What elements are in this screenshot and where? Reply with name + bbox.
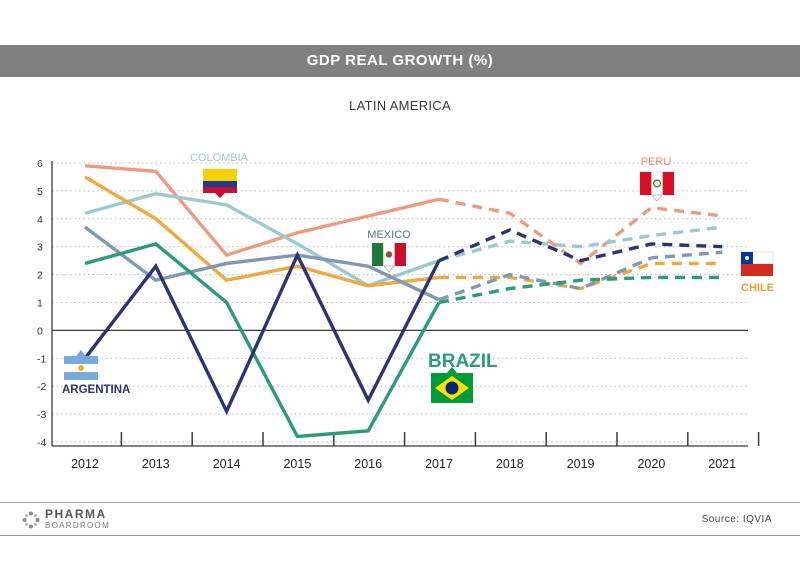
flag-star — [745, 256, 749, 260]
flag-pointer — [651, 194, 663, 202]
mexico-label: MEXICO — [367, 229, 411, 241]
x-tick-label: 2014 — [213, 457, 241, 471]
peru-label: PERU — [641, 156, 672, 168]
flag-pointer — [383, 265, 395, 273]
x-tick-label: 2019 — [567, 457, 595, 471]
flag-sun — [78, 365, 84, 371]
x-tick-label: 2016 — [354, 457, 382, 471]
mexico-flag-icon — [372, 243, 406, 273]
flag-stripe — [203, 187, 237, 193]
y-tick-label: -2 — [37, 381, 46, 393]
series-forecast-colombia — [438, 225, 723, 263]
y-tick-label: -4 — [37, 437, 46, 449]
flag-pointer — [215, 193, 225, 198]
y-tick-label: 6 — [37, 158, 43, 170]
flag-globe — [445, 381, 459, 395]
x-tick-label: 2018 — [496, 457, 524, 471]
flag-pointer — [76, 350, 86, 356]
y-tick-label: 0 — [37, 325, 43, 337]
chart-title: GDP REAL GROWTH (%) — [306, 52, 494, 69]
brazil-flag-icon — [431, 367, 473, 403]
y-tick-label: 1 — [37, 298, 43, 310]
axes: -4 -3 -2 -1 0 1 2 3 4 5 6 2012 2013 2014 2015 2016 2017 2… — [37, 158, 760, 471]
grid-lines — [52, 162, 748, 443]
x-tick-label: 2017 — [425, 457, 453, 471]
colombia-flag-icon — [203, 169, 237, 198]
series-forecast-argentina — [438, 228, 723, 263]
flag-stripe — [203, 169, 237, 181]
y-tick-label: 4 — [37, 214, 43, 226]
y-tick-label: -3 — [37, 409, 46, 421]
flag-stripe — [64, 356, 98, 364]
title-band — [0, 45, 800, 77]
x-tick-label: 2020 — [637, 457, 665, 471]
y-tick-label: -1 — [37, 353, 46, 365]
series-layer — [83, 164, 723, 439]
x-tick-label: 2015 — [283, 457, 311, 471]
footer-bottom-divider — [0, 535, 800, 536]
y-tick-label: 5 — [37, 186, 43, 198]
flag-stripe — [203, 181, 237, 187]
argentina-flag-icon — [64, 350, 98, 380]
chile-flag-icon — [740, 251, 774, 276]
flag-stripe — [394, 243, 406, 266]
y-tick-label: 2 — [37, 270, 43, 282]
pharma-boardroom-logo: PHARMA BOARDROOM — [22, 507, 111, 531]
logo-text-bottom: BOARDROOM — [45, 521, 111, 530]
logo-text-top: PHARMA — [45, 507, 107, 521]
source-note: Source: IQVIA — [701, 514, 772, 525]
country-labels-layer: COLOMBIA MEXICO PERU CHILE ARGENTINA BRAZIL — [62, 152, 774, 396]
logo-dots-icon — [22, 511, 40, 529]
flags-layer — [64, 169, 774, 403]
footer-divider — [0, 502, 800, 503]
x-tick-label: 2012 — [71, 457, 99, 471]
x-tick-label: 2021 — [708, 457, 736, 471]
flag-emblem — [652, 179, 661, 188]
flag-stripe — [64, 372, 98, 380]
colombia-label: COLOMBIA — [190, 152, 249, 164]
series-forecast-peru — [438, 197, 723, 266]
flag-stripe — [372, 243, 384, 266]
flag-stripe — [741, 264, 773, 276]
flag-stripe — [662, 172, 674, 195]
series-line-argentina — [83, 251, 441, 416]
series-line-peru — [84, 164, 440, 258]
chart-subtitle: LATIN AMERICA — [349, 98, 451, 113]
series-forecast-brazil — [438, 275, 723, 305]
argentina-label: ARGENTINA — [62, 384, 130, 396]
series-line-colombia — [84, 191, 440, 288]
chile-label: CHILE — [741, 282, 774, 294]
y-tick-label: 3 — [37, 242, 43, 254]
peru-flag-icon — [639, 171, 675, 202]
series-line-mexico — [83, 225, 440, 302]
flag-emblem — [385, 251, 393, 258]
series-forecast-chile — [439, 261, 723, 291]
series-line-brazil — [84, 242, 441, 439]
brazil-label: BRAZIL — [428, 351, 498, 372]
series-line-chile — [84, 175, 440, 288]
flag-pointer — [447, 367, 457, 373]
flag-stripe — [640, 172, 652, 195]
x-tick-label: 2013 — [142, 457, 170, 471]
